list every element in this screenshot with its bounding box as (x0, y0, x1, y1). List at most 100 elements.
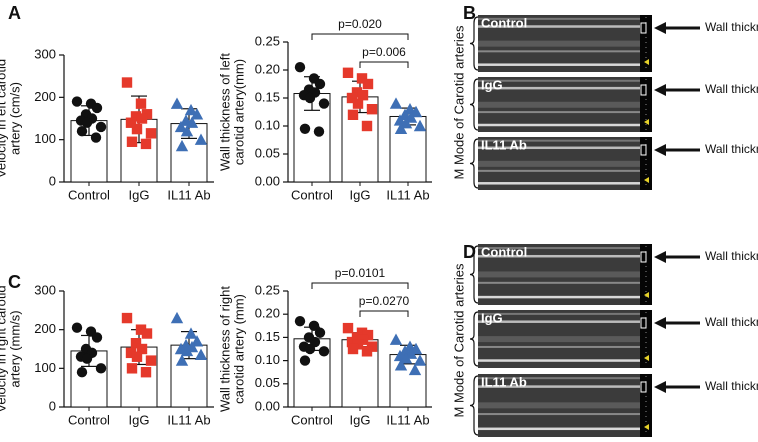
y-axis-label: Wall thickness of left (217, 53, 232, 171)
data-point (194, 133, 208, 145)
arrow-label: Wall thickness (705, 82, 758, 96)
data-point (81, 353, 93, 364)
yellow-marker (644, 59, 649, 65)
data-point (294, 315, 306, 327)
significance-bracket (311, 282, 409, 289)
y-tick-label: 0.00 (255, 173, 280, 188)
mmode-band (478, 17, 640, 20)
yellow-marker (644, 119, 649, 125)
mmode-scale (640, 244, 652, 305)
data-point (357, 90, 369, 101)
mmode-band (478, 385, 640, 388)
mmode-title: M Mode of Carotid arteries (451, 25, 466, 179)
wall-box (640, 317, 647, 329)
data-point (408, 363, 422, 376)
mmode-band (478, 146, 640, 150)
curly-brace (469, 78, 479, 131)
data-point (71, 322, 83, 333)
mmode-scale (640, 15, 652, 72)
data-point (404, 111, 418, 123)
data-point (135, 98, 147, 109)
panel-label: C (8, 272, 21, 292)
y-axis-label: Wall thickness of right (217, 286, 232, 412)
wall-box (640, 22, 647, 34)
data-point (175, 139, 189, 152)
mmode-band (478, 123, 640, 127)
y-tick-label: 300 (34, 46, 56, 61)
y-tick-label: 0 (49, 173, 56, 188)
wall-box (640, 381, 647, 393)
data-point (342, 322, 354, 334)
x-tick-label: Control (291, 412, 333, 427)
data-point (347, 109, 359, 120)
arrow-head (654, 22, 666, 34)
data-point (299, 355, 311, 366)
mmode-band (478, 169, 640, 172)
mmode-band (478, 345, 640, 348)
y-tick-label: 0.20 (255, 306, 280, 321)
data-point (294, 61, 306, 73)
mmode-title: M Mode of Carotid arteries (451, 263, 466, 417)
yellow-marker (644, 292, 649, 298)
significance-bracket (311, 33, 409, 40)
data-point (125, 117, 137, 128)
significance-bracket (359, 61, 409, 68)
data-point (145, 128, 157, 139)
mmode-band (478, 101, 640, 108)
y-tick-label: 0.10 (255, 117, 280, 132)
yellow-marker (644, 177, 649, 183)
curly-brace (469, 245, 479, 304)
y-axis-label: Velocity in eft carotid (0, 59, 8, 178)
data-point (131, 123, 143, 135)
data-point (170, 311, 184, 324)
data-point (361, 346, 373, 357)
data-point (121, 312, 133, 324)
data-point (356, 73, 368, 84)
arrow-label: Wall thickness (705, 379, 758, 393)
data-point (413, 119, 427, 132)
data-point (361, 120, 373, 132)
mmode-band (478, 312, 640, 315)
x-tick-label: IgG (350, 412, 371, 427)
mmode-band (478, 427, 640, 431)
y-tick-label: 0.25 (255, 33, 280, 48)
significance-bracket (359, 310, 409, 317)
data-point (190, 335, 204, 347)
data-point (313, 126, 325, 137)
strip-label: IgG (481, 310, 503, 325)
y-tick-label: 0.15 (255, 89, 280, 104)
mmode-band (478, 63, 640, 66)
y-tick-label: 300 (34, 282, 56, 297)
arrow-label: Wall thickness (705, 249, 758, 263)
data-point (175, 354, 189, 366)
mmode-band (478, 160, 640, 167)
x-tick-label: IgG (350, 187, 371, 202)
strip-label: Control (481, 15, 527, 30)
p-value: p=0.020 (338, 17, 382, 31)
panel-label: A (8, 3, 21, 23)
mmode-band (478, 86, 640, 90)
mmode-band (478, 182, 640, 185)
mmode-scale (640, 374, 652, 437)
arrow-head (654, 251, 666, 263)
data-point (409, 105, 423, 118)
data-point (145, 355, 157, 366)
data-point (362, 78, 374, 90)
panel-label: D (463, 242, 476, 262)
mmode-band (478, 320, 640, 323)
mmode-band (478, 377, 640, 380)
data-point (304, 343, 316, 355)
mmode-band (478, 413, 640, 416)
y-tick-label: 0.05 (255, 375, 280, 390)
mmode-band (478, 271, 640, 278)
data-point (136, 343, 148, 355)
data-point (95, 363, 107, 374)
data-point (399, 352, 413, 364)
arrow-head (654, 84, 666, 96)
mmode-band (478, 50, 640, 53)
mmode-scale (640, 137, 652, 190)
data-point (135, 324, 147, 335)
arrow-label: Wall thickness (705, 20, 758, 34)
data-point (180, 344, 194, 357)
